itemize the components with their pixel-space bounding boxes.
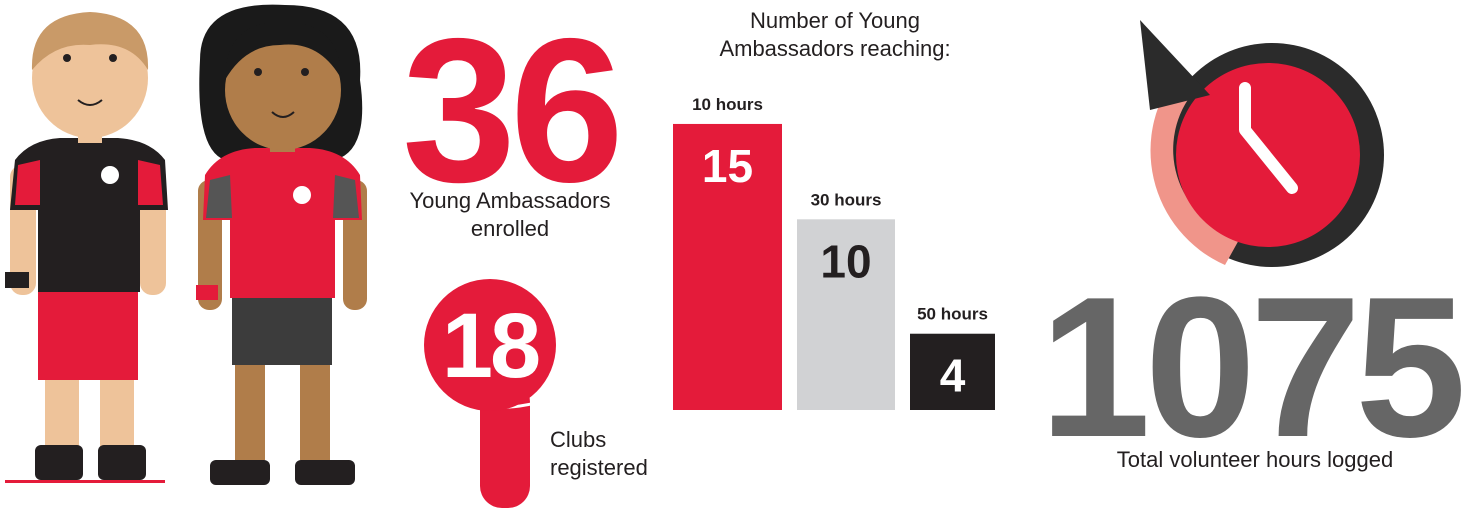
infographic: 10 hours 15 30 hours 10 50 hours 4 36 Young A…: [0, 0, 1480, 511]
boy-illustration: [5, 12, 168, 483]
hours-value: 1075: [1020, 268, 1480, 468]
bar-value: 15: [702, 140, 753, 192]
clubs-value: 18: [425, 300, 555, 392]
clock-illustration: [1140, 20, 1384, 267]
bar-category: 10 hours: [692, 95, 763, 114]
girl-illustration: [196, 5, 367, 485]
hours-label: Total volunteer hours logged: [1040, 446, 1470, 474]
bar-category: 30 hours: [811, 190, 882, 209]
enrolled-value: 36: [385, 8, 635, 213]
bar-category: 50 hours: [917, 305, 988, 324]
bar-value: 4: [940, 350, 966, 402]
clubs-label: Clubs registered: [550, 426, 670, 482]
chart-title: Number of Young Ambassadors reaching:: [690, 7, 980, 63]
bar-value: 10: [820, 235, 871, 287]
enrolled-label: Young Ambassadors enrolled: [385, 187, 635, 243]
